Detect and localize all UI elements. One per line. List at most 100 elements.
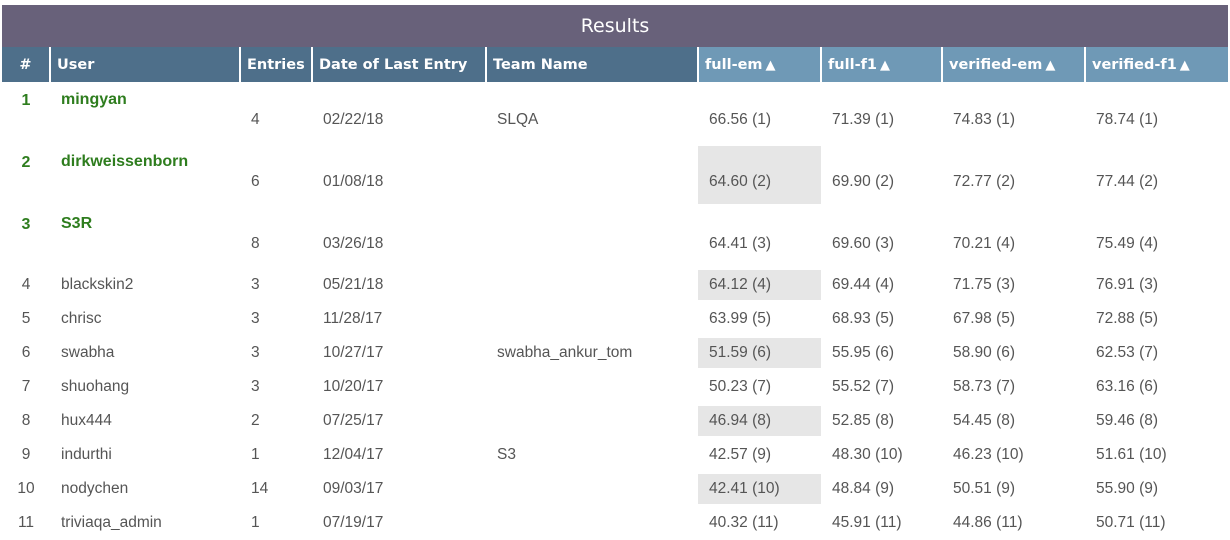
user-cell: hux444 xyxy=(61,412,112,429)
verified-f1-cell: 51.61 (10) xyxy=(1096,446,1167,463)
verified-em-cell: 74.83 (1) xyxy=(953,111,1016,128)
rank-cell: 1 xyxy=(21,92,31,109)
entries-cell: 3 xyxy=(251,276,260,293)
date-cell: 05/21/18 xyxy=(323,276,384,293)
user-cell: S3R xyxy=(61,215,93,232)
column-header-rank: # xyxy=(2,47,51,82)
team-name-cell xyxy=(486,302,698,336)
verified-f1-cell: 76.91 (3) xyxy=(1096,276,1159,293)
rank-cell: 4 xyxy=(21,276,31,293)
full-f1-cell: 45.91 (11) xyxy=(832,514,902,531)
table-row: 9 indurthi 1 12/04/17 S3 42.57 (9) 48.30 (10) 4… xyxy=(2,438,1228,472)
full-em-cell: 64.12 (4) xyxy=(698,268,821,302)
team-name-cell xyxy=(486,206,698,268)
full-em-cell: 64.60 (2) xyxy=(698,144,821,206)
user-cell: swabha xyxy=(61,344,115,361)
table-row: 5 chrisc 3 11/28/17 63.99 (5) 68.93 (5) 67.98 … xyxy=(2,302,1228,336)
full-f1-cell: 48.30 (10) xyxy=(832,446,903,463)
full-f1-cell: 69.60 (3) xyxy=(832,235,895,252)
date-cell: 10/20/17 xyxy=(323,378,384,395)
rank-cell: 5 xyxy=(21,310,31,327)
table-row: 2 dirkweissenborn 6 01/08/18 64.60 (2) 69.90 … xyxy=(2,144,1228,206)
sort-asc-icon: ▲ xyxy=(1179,57,1190,73)
full-em-cell: 64.41 (3) xyxy=(709,235,772,252)
full-f1-cell: 69.44 (4) xyxy=(832,276,895,293)
full-em-cell: 51.59 (6) xyxy=(698,336,821,370)
table-row: 7 shuohang 3 10/20/17 50.23 (7) 55.52 (7) 58.7… xyxy=(2,370,1228,404)
sort-full-em-button[interactable]: full-em ▲ xyxy=(698,47,822,82)
rank-cell: 3 xyxy=(21,216,31,233)
sort-asc-icon: ▲ xyxy=(765,57,776,73)
sort-verified-em-button[interactable]: verified-em ▲ xyxy=(942,47,1086,82)
user-cell: mingyan xyxy=(61,91,127,108)
team-name-cell xyxy=(486,472,698,506)
verified-f1-cell: 63.16 (6) xyxy=(1096,378,1159,395)
date-cell: 03/26/18 xyxy=(323,235,384,252)
verified-f1-cell: 55.90 (9) xyxy=(1096,480,1159,497)
column-header-entries: Entries xyxy=(240,47,313,82)
entries-cell: 3 xyxy=(251,310,260,327)
sort-full-f1-button[interactable]: full-f1 ▲ xyxy=(821,47,943,82)
user-cell: chrisc xyxy=(61,310,102,327)
verified-f1-cell: 62.53 (7) xyxy=(1096,344,1159,361)
sort-asc-icon: ▲ xyxy=(880,57,890,73)
table-row: 3 S3R 8 03/26/18 64.41 (3) 69.60 (3) 70.21 (4)… xyxy=(2,206,1228,268)
date-cell: 10/27/17 xyxy=(323,344,384,361)
entries-cell: 3 xyxy=(251,344,260,361)
table-row: 1 mingyan 4 02/22/18 SLQA 66.56 (1) 71.39 (1) 7… xyxy=(2,82,1228,144)
table-row: 4 blackskin2 3 05/21/18 64.12 (4) 69.44 (4) 71… xyxy=(2,268,1228,302)
rank-cell: 10 xyxy=(17,480,35,497)
full-em-cell: 42.57 (9) xyxy=(709,446,772,463)
team-name-cell xyxy=(486,404,698,438)
verified-f1-cell: 50.71 (11) xyxy=(1096,514,1166,531)
team-name-cell xyxy=(486,268,698,302)
date-cell: 11/28/17 xyxy=(323,310,383,327)
full-em-cell: 63.99 (5) xyxy=(709,310,772,327)
user-cell: shuohang xyxy=(61,378,130,395)
full-f1-cell: 71.39 (1) xyxy=(832,111,895,128)
verified-em-cell: 58.73 (7) xyxy=(953,378,1016,395)
full-f1-cell: 55.52 (7) xyxy=(832,378,895,395)
rank-cell: 9 xyxy=(21,446,31,463)
column-header-user: User xyxy=(50,47,241,82)
table-header-row: # User Entries Date of Last Entry Team N… xyxy=(2,47,1228,82)
verified-f1-cell: 75.49 (4) xyxy=(1096,235,1159,252)
verified-f1-cell: 78.74 (1) xyxy=(1096,111,1159,128)
user-cell: triviaqa_admin xyxy=(61,514,162,531)
table-row: 6 swabha 3 10/27/17 swabha_ankur_tom 51.59 (6… xyxy=(2,336,1228,370)
verified-em-cell: 46.23 (10) xyxy=(953,446,1024,463)
verified-em-cell: 50.51 (9) xyxy=(953,480,1016,497)
sort-verified-f1-button[interactable]: verified-f1 ▲ xyxy=(1085,47,1228,82)
results-title-text: Results xyxy=(580,15,650,37)
table-row: 11 triviaqa_admin 1 07/19/17 40.32 (11) 45.91… xyxy=(2,506,1228,540)
table-row: 10 nodychen 14 09/03/17 42.41 (10) 48.84 (9) 5… xyxy=(2,472,1228,506)
date-cell: 07/25/17 xyxy=(323,412,384,429)
team-name-cell: swabha_ankur_tom xyxy=(497,344,633,361)
verified-f1-cell: 59.46 (8) xyxy=(1096,412,1159,429)
date-cell: 02/22/18 xyxy=(323,111,384,128)
entries-cell: 3 xyxy=(251,378,260,395)
entries-cell: 1 xyxy=(251,446,260,463)
column-header-date: Date of Last Entry xyxy=(312,47,487,82)
rank-cell: 8 xyxy=(21,412,31,429)
date-cell: 09/03/17 xyxy=(323,480,384,497)
full-f1-cell: 68.93 (5) xyxy=(832,310,895,327)
full-f1-cell: 69.90 (2) xyxy=(832,173,895,190)
date-cell: 12/04/17 xyxy=(323,446,384,463)
full-em-cell: 40.32 (11) xyxy=(709,514,779,531)
team-name-cell xyxy=(486,370,698,404)
entries-cell: 8 xyxy=(251,235,260,252)
verified-em-cell: 58.90 (6) xyxy=(953,344,1016,361)
leaderboard-table: # User Entries Date of Last Entry Team N… xyxy=(2,47,1228,540)
rank-cell: 11 xyxy=(17,514,35,531)
verified-em-cell: 54.45 (8) xyxy=(953,412,1016,429)
full-em-cell: 42.41 (10) xyxy=(698,472,821,506)
full-f1-cell: 52.85 (8) xyxy=(832,412,895,429)
entries-cell: 2 xyxy=(251,412,260,429)
full-em-cell: 66.56 (1) xyxy=(709,111,772,128)
verified-em-cell: 71.75 (3) xyxy=(953,276,1016,293)
verified-em-cell: 72.77 (2) xyxy=(953,173,1016,190)
user-cell: dirkweissenborn xyxy=(61,153,189,170)
results-title: Results xyxy=(2,5,1228,47)
team-name-cell xyxy=(486,506,698,540)
